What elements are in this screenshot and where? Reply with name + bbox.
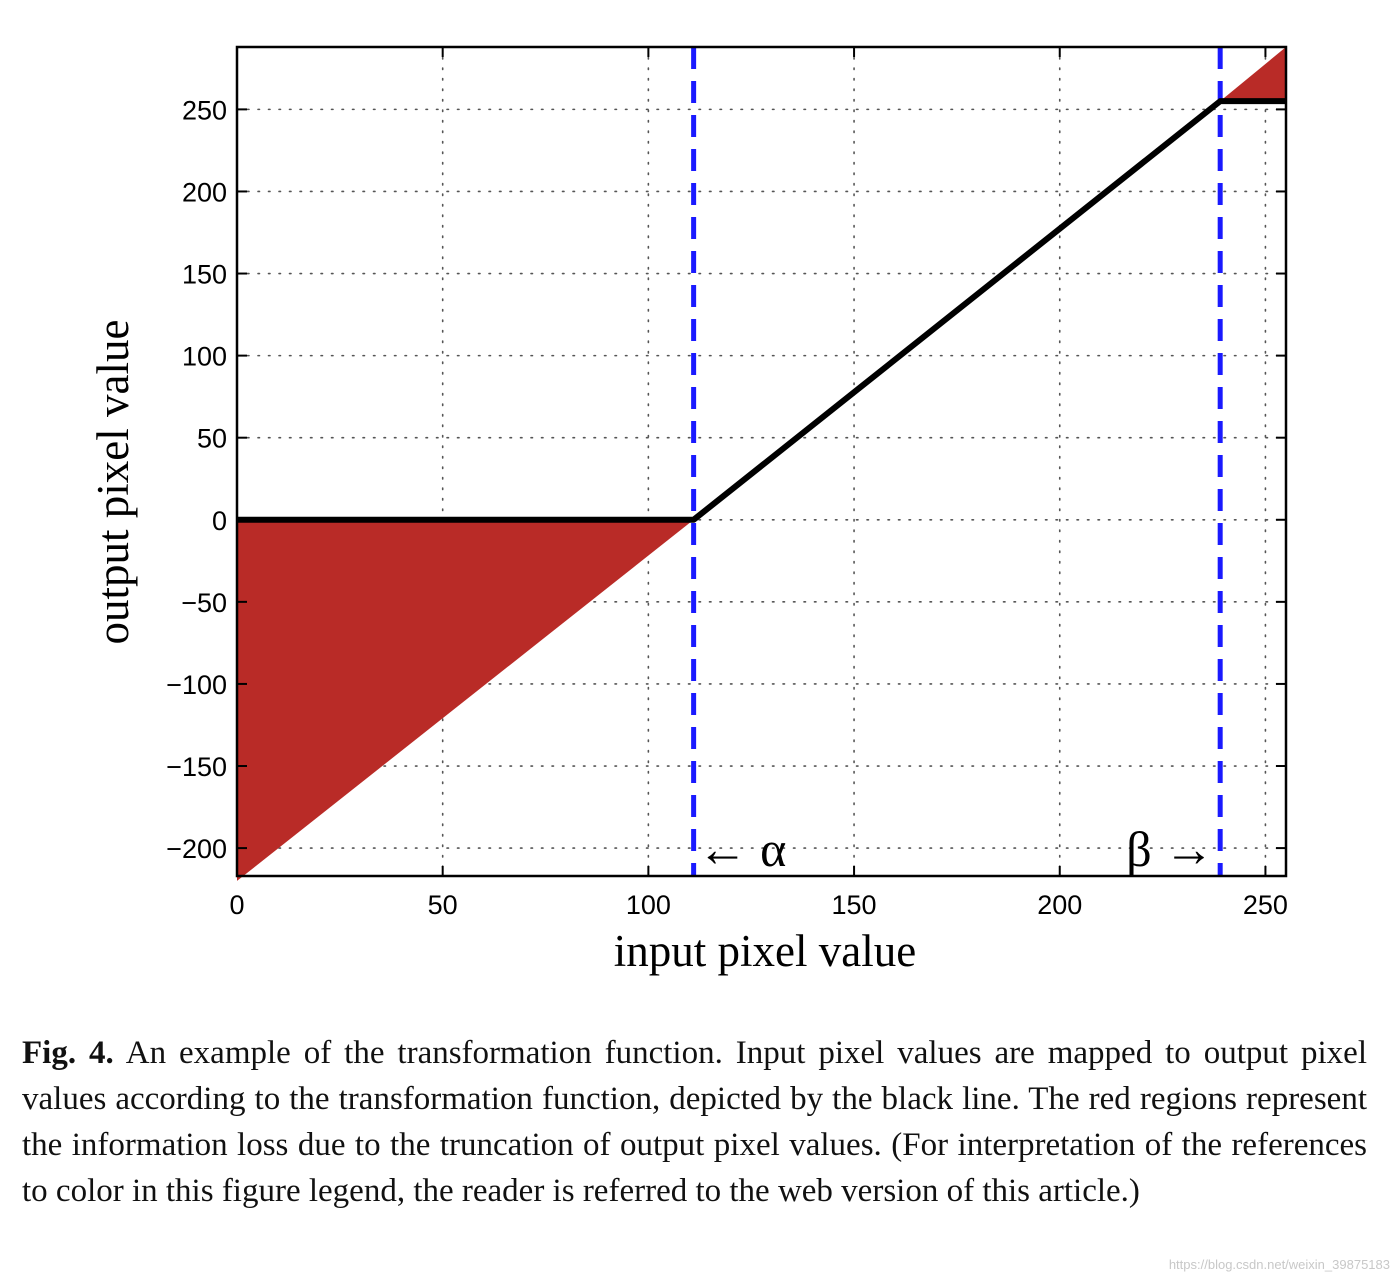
y-tick-label: 50 bbox=[197, 424, 227, 454]
y-tick-label: −200 bbox=[166, 834, 227, 864]
y-tick-label: −50 bbox=[181, 588, 227, 618]
annotations: ← α β → bbox=[698, 821, 1215, 877]
x-axis-title: input pixel value bbox=[614, 926, 916, 976]
x-tick-label: 200 bbox=[1037, 890, 1082, 920]
x-tick-label: 100 bbox=[626, 890, 671, 920]
alpha-label: ← α bbox=[698, 821, 787, 877]
x-tick-label: 0 bbox=[229, 890, 244, 920]
series-line bbox=[237, 98, 1286, 523]
chart: 0 50 100 150 200 250 −200 −150 −100 −50 0 50 100 150 2… bbox=[88, 45, 1288, 976]
y-tick-label: 150 bbox=[182, 260, 227, 290]
x-tick-label: 250 bbox=[1243, 890, 1288, 920]
figure-label: Fig. 4. bbox=[22, 1035, 114, 1071]
y-tick-label: 100 bbox=[182, 342, 227, 372]
loss-regions bbox=[237, 47, 1286, 881]
y-tick-label: −150 bbox=[166, 752, 227, 782]
tick-labels: 0 50 100 150 200 250 −200 −150 −100 −50 0 50 100 150 2… bbox=[166, 95, 1288, 920]
caption-text: An example of the transformation functio… bbox=[22, 1035, 1367, 1209]
y-tick-label: 250 bbox=[182, 95, 227, 125]
plot-frame bbox=[235, 45, 1288, 878]
beta-label: β → bbox=[1126, 821, 1214, 877]
reference-lines bbox=[691, 47, 1223, 876]
y-tick-label: 200 bbox=[182, 177, 227, 207]
y-tick-label: 0 bbox=[212, 506, 227, 536]
loss-region bbox=[1220, 47, 1286, 102]
x-tick-label: 50 bbox=[428, 890, 458, 920]
watermark: https://blog.csdn.net/weixin_39875183 bbox=[1168, 1257, 1390, 1272]
y-axis-title: output pixel value bbox=[88, 320, 138, 645]
figure-caption: Fig. 4. An example of the transformation … bbox=[22, 1030, 1367, 1214]
y-tick-label: −100 bbox=[166, 670, 227, 700]
loss-region bbox=[237, 519, 694, 881]
x-tick-label: 150 bbox=[832, 890, 877, 920]
grid-lines bbox=[236, 46, 1287, 877]
axis-ticks bbox=[236, 47, 1286, 876]
series-lines bbox=[237, 98, 1286, 523]
